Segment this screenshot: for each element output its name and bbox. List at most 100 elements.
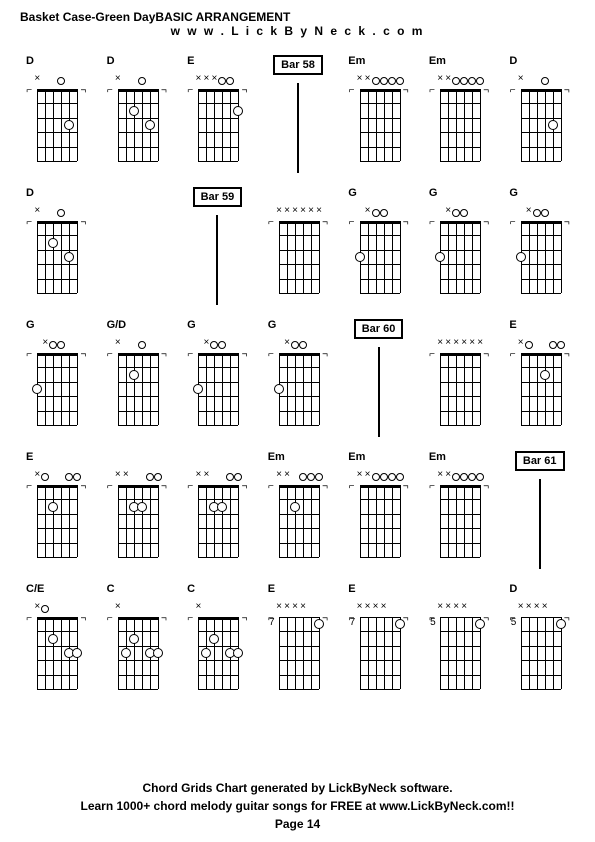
finger-dot — [395, 619, 405, 629]
mute-mark: × — [365, 73, 371, 84]
open-mark — [549, 341, 557, 349]
open-mark — [41, 473, 49, 481]
chord-name: G/D — [99, 319, 176, 333]
mute-mark: × — [196, 73, 202, 84]
mute-mark: × — [284, 601, 290, 612]
finger-dot — [129, 370, 139, 380]
finger-dot — [233, 648, 243, 658]
open-mark — [460, 209, 468, 217]
mute-mark: × — [42, 337, 48, 348]
chord-cell: E⌐¬× — [18, 451, 95, 569]
mute-mark: × — [453, 601, 459, 612]
chord-diagram: ⌐¬× — [25, 203, 87, 303]
open-mark — [380, 77, 388, 85]
chord-name: C/E — [18, 583, 95, 597]
mute-mark: × — [196, 469, 202, 480]
chord-diagram: ⌐¬× — [25, 599, 87, 699]
mute-mark: × — [316, 205, 322, 216]
chord-name: E — [18, 451, 95, 465]
mute-mark: × — [365, 469, 371, 480]
chord-diagram: ⌐¬×× — [348, 71, 410, 171]
finger-dot — [145, 120, 155, 130]
finger-dot — [355, 252, 365, 262]
open-mark — [299, 341, 307, 349]
finger-dot — [72, 648, 82, 658]
open-mark — [396, 473, 404, 481]
chord-name: Em — [421, 451, 498, 465]
chord-diagram: ⌐¬×××××× — [428, 335, 490, 435]
mute-mark: × — [276, 205, 282, 216]
chord-name: D — [501, 583, 578, 597]
open-mark — [468, 77, 476, 85]
open-mark — [372, 473, 380, 481]
chord-diagram: ⌐¬5×××× — [509, 599, 571, 699]
bar-separator: Bar 59 — [179, 187, 256, 305]
chord-cell: Em⌐¬×× — [340, 451, 417, 569]
open-mark — [452, 77, 460, 85]
mute-mark: × — [365, 601, 371, 612]
chord-cell: G ⌐¬× — [501, 187, 578, 305]
open-mark — [41, 605, 49, 613]
finger-dot — [314, 619, 324, 629]
open-mark — [460, 473, 468, 481]
finger-dot — [48, 502, 58, 512]
bar-separator: Bar 60 — [340, 319, 417, 437]
chord-cell: E⌐¬××× — [179, 55, 256, 173]
chord-cell: Em ⌐¬×× — [421, 55, 498, 173]
chord-cell: G⌐¬× — [18, 319, 95, 437]
footer-page: Page 14 — [0, 816, 595, 833]
finger-dot — [435, 252, 445, 262]
open-mark — [452, 473, 460, 481]
chord-name: Em — [340, 451, 417, 465]
chord-name: G — [501, 187, 578, 201]
fret-position: 5 — [511, 617, 517, 628]
chord-diagram: ⌐¬× — [509, 203, 571, 303]
chord-diagram: ⌐¬× — [106, 71, 168, 171]
mute-mark: × — [276, 601, 282, 612]
open-mark — [138, 77, 146, 85]
chord-diagram: ⌐¬×× — [428, 71, 490, 171]
chord-diagram: ⌐¬×× — [428, 467, 490, 567]
open-mark — [541, 77, 549, 85]
mute-mark: × — [437, 337, 443, 348]
open-mark — [476, 77, 484, 85]
chord-cell: G⌐¬× — [260, 319, 337, 437]
open-mark — [73, 473, 81, 481]
open-mark — [210, 341, 218, 349]
mute-mark: × — [115, 73, 121, 84]
finger-dot — [516, 252, 526, 262]
open-mark — [218, 77, 226, 85]
bar-line — [297, 83, 299, 173]
open-mark — [388, 77, 396, 85]
chord-cell: ⌐¬×× — [99, 451, 176, 569]
mute-mark: × — [115, 601, 121, 612]
site-subtitle: w w w . L i c k B y N e c k . c o m — [20, 24, 575, 38]
mute-mark: × — [518, 73, 524, 84]
open-mark — [468, 473, 476, 481]
bar-separator: Bar 58 — [260, 55, 337, 173]
chord-diagram: ⌐¬7×××× — [267, 599, 329, 699]
chord-name: Em — [421, 55, 498, 69]
finger-dot — [121, 648, 131, 658]
chord-diagram: ⌐¬×× — [106, 467, 168, 567]
chord-name: G — [421, 187, 498, 201]
chord-diagram: ⌐¬× — [186, 599, 248, 699]
open-mark — [57, 341, 65, 349]
chord-name: D — [18, 187, 95, 201]
chord-name: E — [501, 319, 578, 333]
open-mark — [226, 473, 234, 481]
mute-mark: × — [34, 469, 40, 480]
chord-diagram: ⌐¬×× — [186, 467, 248, 567]
chord-diagram: ⌐¬× — [509, 71, 571, 171]
open-mark — [380, 473, 388, 481]
footer-line-2: Learn 1000+ chord melody guitar songs fo… — [0, 798, 595, 815]
chord-diagram: ⌐¬×××××× — [267, 203, 329, 303]
finger-dot — [217, 502, 227, 512]
open-mark — [49, 341, 57, 349]
mute-mark: × — [542, 601, 548, 612]
chord-cell: E⌐¬7×××× — [260, 583, 337, 699]
open-mark — [154, 473, 162, 481]
chord-name: G — [260, 319, 337, 333]
chord-cell: Em ⌐¬×× — [421, 451, 498, 569]
finger-dot — [233, 106, 243, 116]
